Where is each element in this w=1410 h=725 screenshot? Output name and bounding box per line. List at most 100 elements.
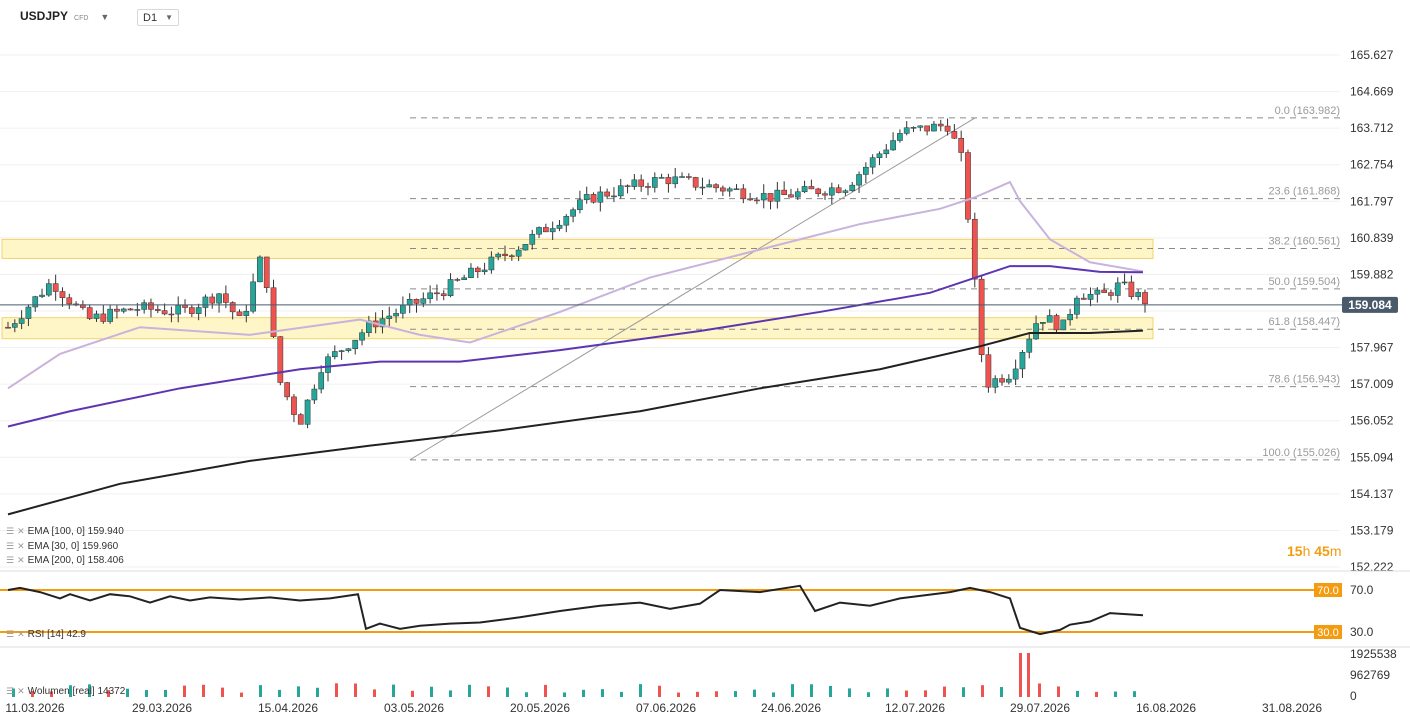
candle-body[interactable] <box>645 186 651 188</box>
candle-body[interactable] <box>1067 314 1073 321</box>
candle-body[interactable] <box>638 179 645 187</box>
candle-body[interactable] <box>726 188 733 192</box>
candle-body[interactable] <box>474 267 481 273</box>
candle-body[interactable] <box>835 187 842 193</box>
candle-body[interactable] <box>515 249 522 257</box>
candle-body[interactable] <box>672 176 679 185</box>
candle-body[interactable] <box>965 152 971 220</box>
candle-body[interactable] <box>120 308 127 312</box>
candle-body[interactable] <box>903 127 910 134</box>
legend-rsi[interactable]: ☰ ✕ RSI [14] 42.9 <box>6 629 86 640</box>
candle-body[interactable] <box>325 356 331 373</box>
candle-body[interactable] <box>311 388 318 401</box>
candle-body[interactable] <box>651 177 658 188</box>
candle-body[interactable] <box>434 292 440 295</box>
candle-body[interactable] <box>720 187 726 192</box>
close-icon[interactable]: ✕ <box>17 629 25 639</box>
candle-body[interactable] <box>345 348 352 351</box>
candle-body[interactable] <box>148 302 154 310</box>
candle-body[interactable] <box>577 199 583 210</box>
candle-body[interactable] <box>999 378 1005 383</box>
candle-body[interactable] <box>66 297 73 305</box>
candle-body[interactable] <box>168 313 175 316</box>
candle-body[interactable] <box>107 308 113 322</box>
candle-body[interactable] <box>794 191 801 198</box>
candle-body[interactable] <box>209 296 216 304</box>
legend-volume[interactable]: ☰ ✕ Wolumen [real] 14372 <box>6 686 125 697</box>
candle-body[interactable] <box>413 299 420 304</box>
candle-body[interactable] <box>781 189 788 195</box>
candle-body[interactable] <box>39 294 45 297</box>
candle-body[interactable] <box>543 227 549 233</box>
candle-body[interactable] <box>897 133 903 141</box>
candle-body[interactable] <box>1019 352 1026 370</box>
candle-body[interactable] <box>195 307 202 314</box>
candle-body[interactable] <box>406 299 413 306</box>
hamburger-icon[interactable]: ☰ <box>6 541 15 551</box>
candle-body[interactable] <box>570 209 576 217</box>
candle-body[interactable] <box>468 267 474 279</box>
candle-body[interactable] <box>250 281 256 312</box>
candle-body[interactable] <box>175 305 182 315</box>
candle-body[interactable] <box>46 283 52 296</box>
candle-body[interactable] <box>1101 289 1107 293</box>
candle-body[interactable] <box>1080 297 1087 300</box>
candle-body[interactable] <box>495 253 502 258</box>
candle-body[interactable] <box>685 176 692 178</box>
candle-body[interactable] <box>25 306 32 319</box>
candle-body[interactable] <box>788 194 794 198</box>
candle-body[interactable] <box>876 153 883 158</box>
candle-body[interactable] <box>352 339 359 349</box>
candle-body[interactable] <box>1114 282 1121 296</box>
candle-body[interactable] <box>508 255 515 257</box>
candle-body[interactable] <box>617 185 624 197</box>
candle-body[interactable] <box>304 399 311 425</box>
legend-ema200[interactable]: ☰ ✕ EMA [200, 0] 158.406 <box>6 555 124 566</box>
close-icon[interactable]: ✕ <box>17 555 25 565</box>
candle-body[interactable] <box>971 218 978 280</box>
candle-body[interactable] <box>297 414 304 425</box>
candle-body[interactable] <box>563 216 570 226</box>
candle-body[interactable] <box>182 305 188 308</box>
candle-body[interactable] <box>1074 297 1080 315</box>
candle-body[interactable] <box>863 166 869 175</box>
hamburger-icon[interactable]: ☰ <box>6 526 15 536</box>
candle-body[interactable] <box>229 302 236 313</box>
candle-body[interactable] <box>32 296 39 308</box>
candle-body[interactable] <box>910 127 917 129</box>
candle-body[interactable] <box>420 298 427 304</box>
candle-body[interactable] <box>951 131 958 139</box>
candle-body[interactable] <box>754 199 760 202</box>
candle-body[interactable] <box>665 177 672 185</box>
candle-body[interactable] <box>692 177 699 188</box>
candle-body[interactable] <box>917 125 924 128</box>
candle-body[interactable] <box>52 283 59 292</box>
candle-body[interactable] <box>1142 292 1148 305</box>
candle-body[interactable] <box>154 309 161 311</box>
hamburger-icon[interactable]: ☰ <box>6 686 15 696</box>
candle-body[interactable] <box>291 396 297 415</box>
candle-body[interactable] <box>590 194 597 203</box>
candle-body[interactable] <box>134 309 141 311</box>
candle-body[interactable] <box>529 233 536 245</box>
candle-body[interactable] <box>1128 281 1135 297</box>
candle-body[interactable] <box>223 293 229 303</box>
candle-body[interactable] <box>447 279 454 297</box>
candle-body[interactable] <box>86 307 93 319</box>
candle-body[interactable] <box>1012 368 1019 380</box>
candle-body[interactable] <box>624 185 631 187</box>
candle-body[interactable] <box>270 287 277 337</box>
candle-body[interactable] <box>277 336 284 383</box>
candle-body[interactable] <box>93 313 100 319</box>
candle-body[interactable] <box>883 149 890 155</box>
symbol-selector[interactable]: USDJPY CFD ▼ <box>20 9 109 23</box>
candle-body[interactable] <box>856 174 862 186</box>
candle-body[interactable] <box>18 318 25 324</box>
candle-body[interactable] <box>1046 315 1053 323</box>
candle-body[interactable] <box>679 176 685 178</box>
candle-body[interactable] <box>937 123 944 127</box>
candle-body[interactable] <box>263 256 270 288</box>
candle-body[interactable] <box>243 310 250 316</box>
candle-body[interactable] <box>597 191 604 203</box>
